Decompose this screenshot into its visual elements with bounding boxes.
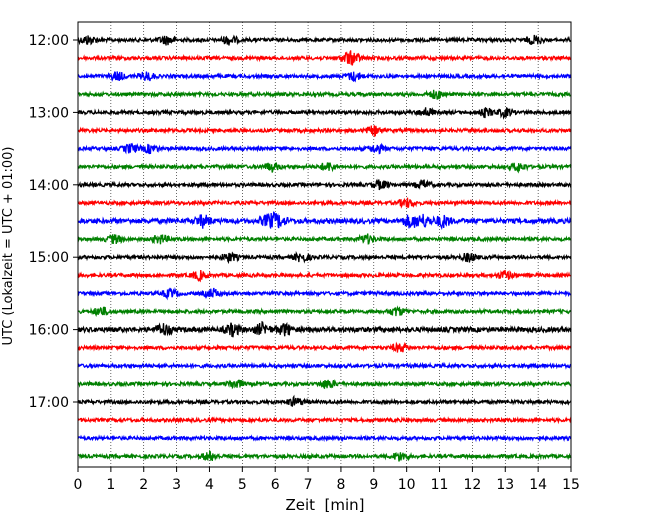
traces <box>77 34 572 462</box>
x-tick-label: 14 <box>529 477 547 493</box>
trace-1615 <box>77 341 572 353</box>
y-tick-label: 17:00 <box>29 395 69 411</box>
trace-1330 <box>77 142 572 155</box>
x-tick-label: 5 <box>238 477 247 493</box>
x-tick-label: 10 <box>398 477 416 493</box>
x-tick-label: 1 <box>106 477 115 493</box>
x-tick-label: 3 <box>172 477 181 493</box>
x-tick-label: 7 <box>304 477 313 493</box>
trace-1630 <box>77 361 572 370</box>
trace-1545 <box>77 305 572 317</box>
trace-1715 <box>77 416 572 425</box>
y-tick-label: 14:00 <box>29 178 69 194</box>
x-tick-label: 9 <box>369 477 378 493</box>
x-axis-label: Zeit [min] <box>285 496 364 514</box>
trace-1645 <box>77 379 572 390</box>
trace-1200 <box>77 34 572 46</box>
x-tick-label: 15 <box>562 477 580 493</box>
y-tick-label: 16:00 <box>29 323 69 339</box>
trace-1430 <box>77 211 572 231</box>
trace-1530 <box>77 287 572 301</box>
y-tick-label: 15:00 <box>29 250 69 266</box>
y-axis-label: UTC (Lokalzeit = UTC + 01:00) <box>1 147 16 346</box>
x-tick-label: 6 <box>271 477 280 493</box>
x-tick-label: 0 <box>74 477 83 493</box>
trace-1730 <box>77 434 572 443</box>
x-axis: 0 1 2 3 4 5 6 7 8 9 10 11 12 13 14 15 <box>74 467 580 493</box>
trace-1230 <box>77 71 572 83</box>
trace-1245 <box>77 89 572 100</box>
trace-1345 <box>77 162 572 174</box>
trace-1500 <box>77 250 572 265</box>
x-tick-label: 4 <box>205 477 214 493</box>
trace-1445 <box>77 233 572 245</box>
trace-1700 <box>77 394 572 407</box>
y-tick-label: 13:00 <box>29 105 69 121</box>
y-axis: 12:00 13:00 14:00 15:00 16:00 17:00 <box>29 33 78 411</box>
x-tick-label: 12 <box>463 477 481 493</box>
plot-frame <box>77 21 572 468</box>
x-tick-label: 8 <box>336 477 345 493</box>
trace-1600 <box>77 320 572 338</box>
trace-1400 <box>77 178 572 191</box>
x-tick-label: 13 <box>496 477 514 493</box>
y-tick-label: 12:00 <box>29 33 69 49</box>
trace-1300 <box>77 107 572 120</box>
trace-1215 <box>77 50 572 66</box>
trace-1415 <box>77 197 572 209</box>
trace-1315 <box>77 125 572 138</box>
trace-1515 <box>77 269 572 283</box>
x-tick-label: 11 <box>431 477 449 493</box>
x-tick-label: 2 <box>139 477 148 493</box>
trace-1745 <box>77 449 572 462</box>
